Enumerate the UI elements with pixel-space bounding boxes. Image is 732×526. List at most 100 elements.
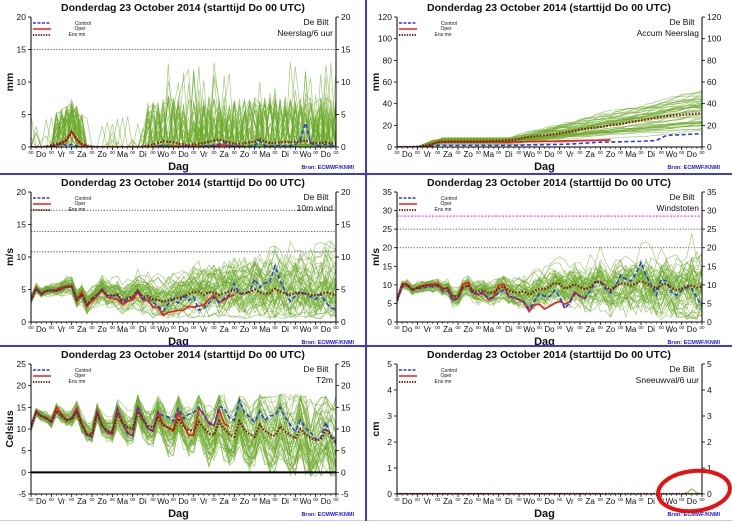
x-day-label: Vr <box>200 325 208 334</box>
y-tick-label-right: 20 <box>341 187 351 197</box>
x-tick-marker: 00 <box>293 497 299 502</box>
x-day-label: Ma <box>483 497 495 506</box>
y-tick-label-left: -5 <box>18 489 26 499</box>
oper-series-line <box>31 404 230 438</box>
source-label: Bron: ECMWF/KNMI <box>667 512 720 518</box>
chart-title: Donderdag 23 October 2014 (starttijd Do … <box>427 2 671 14</box>
x-day-label: Zo <box>463 497 473 506</box>
legend-label-oper: Oper <box>74 201 85 207</box>
x-day-label: Zo <box>97 150 107 159</box>
x-day-label: Vr <box>566 325 574 334</box>
x-tick-marker: 00 <box>252 150 258 155</box>
y-tick-label-right: 0 <box>707 489 712 499</box>
x-tick-marker: 00 <box>313 150 319 155</box>
y-tick-label-left: 4 <box>387 385 392 395</box>
x-tick-marker: 00 <box>496 150 502 155</box>
x-tick-marker: 00 <box>537 497 543 502</box>
ens-mean-series-line <box>31 130 336 147</box>
y-tick-label-right: 5 <box>707 359 712 369</box>
y-tick-label-left: 20 <box>17 12 27 22</box>
y-tick-label-right: 2 <box>707 437 712 447</box>
x-tick-marker: 00 <box>191 325 197 330</box>
x-tick-marker: 00 <box>496 497 502 502</box>
y-tick-label-right: 60 <box>707 77 717 87</box>
station-label: De Bilt <box>669 364 695 374</box>
x-tick-marker: 00 <box>659 325 665 330</box>
x-day-label: Zo <box>606 150 616 159</box>
x-day-label: Do <box>687 325 698 334</box>
source-label: Bron: ECMWF/KNMI <box>301 165 354 171</box>
x-day-label: Zo <box>97 325 107 334</box>
y-tick-label-right: 4 <box>707 385 712 395</box>
y-tick-label-left: 25 <box>383 224 393 234</box>
legend-label-control: Control <box>441 368 457 374</box>
y-tick-label-right: 0 <box>341 467 346 477</box>
x-day-label: Zo <box>240 150 250 159</box>
y-tick-label-right: 15 <box>341 220 351 230</box>
x-tick-marker: 00 <box>211 497 217 502</box>
x-day-label: Do <box>687 150 698 159</box>
chart-title: Donderdag 23 October 2014 (starttijd Do … <box>427 177 671 189</box>
ensemble-member-line <box>397 262 702 300</box>
x-tick-marker: 00 <box>415 497 421 502</box>
x-tick-marker: 00 <box>69 325 75 330</box>
control-series-line <box>397 133 702 147</box>
x-tick-marker: 00 <box>435 325 441 330</box>
y-tick-label-left: 15 <box>17 220 27 230</box>
y-tick-label-left: 20 <box>17 381 27 391</box>
x-tick-marker: 00 <box>49 325 55 330</box>
y-tick-label-right: 0 <box>341 142 346 152</box>
x-tick-marker: 00 <box>394 325 400 330</box>
legend-label-ens-mean: Ens mn <box>435 32 452 38</box>
x-day-label: Di <box>281 497 289 506</box>
x-tick-marker: 00 <box>28 497 34 502</box>
legend-label-ens-mean: Ens mn <box>435 207 452 213</box>
x-tick-marker: 00 <box>69 497 75 502</box>
y-tick-label-left: 10 <box>383 280 393 290</box>
x-day-label: Di <box>281 325 289 334</box>
x-day-label: Ma <box>259 325 271 334</box>
x-tick-marker: 00 <box>211 150 217 155</box>
x-tick-marker: 00 <box>516 497 522 502</box>
x-day-label: Di <box>139 150 147 159</box>
y-tick-label-right: 35 <box>707 187 717 197</box>
variable-label: T2m <box>316 375 333 385</box>
y-tick-label-right: 15 <box>707 261 717 271</box>
x-tick-marker: 00 <box>293 325 299 330</box>
panel-t2m: Donderdag 23 October 2014 (starttijd Do … <box>0 347 366 520</box>
x-day-label: Wo <box>666 325 678 334</box>
ensemble-member-line <box>31 394 336 442</box>
x-tick-marker: 00 <box>130 497 136 502</box>
y-tick-label-right: 5 <box>341 446 346 456</box>
x-tick-marker: 00 <box>394 497 400 502</box>
control-series-line <box>31 397 336 445</box>
x-tick-marker: 00 <box>252 325 258 330</box>
x-tick-marker: 00 <box>537 325 543 330</box>
x-tick-marker: 00 <box>577 497 583 502</box>
y-tick-label-left: 2 <box>387 437 392 447</box>
x-day-label: Do <box>402 325 413 334</box>
x-tick-marker: 00 <box>28 325 34 330</box>
y-tick-label-left: 15 <box>17 45 27 55</box>
y-tick-label-left: 60 <box>383 77 393 87</box>
x-day-label: Zo <box>606 497 616 506</box>
chart-10m-wind: Donderdag 23 October 2014 (starttijd Do … <box>4 177 354 348</box>
y-tick-label-left: 0 <box>21 317 26 327</box>
chart-title: Donderdag 23 October 2014 (starttijd Do … <box>61 349 305 361</box>
ensemble-member-line <box>31 282 336 317</box>
x-day-label: Wo <box>523 150 535 159</box>
legend-label-oper: Oper <box>440 26 451 32</box>
legend-label-oper: Oper <box>74 373 85 379</box>
ensemble-member-line <box>31 74 336 147</box>
x-tick-marker: 00 <box>272 497 278 502</box>
control-series-line <box>397 260 702 311</box>
x-day-label: Do <box>36 150 47 159</box>
x-day-label: Vr <box>200 150 208 159</box>
x-day-label: Do <box>402 150 413 159</box>
x-tick-marker: 00 <box>577 325 583 330</box>
legend-label-control: Control <box>75 21 91 27</box>
x-day-label: Ma <box>259 497 271 506</box>
variable-label: Accum Neerslag <box>637 28 700 38</box>
x-tick-marker: 00 <box>171 325 177 330</box>
